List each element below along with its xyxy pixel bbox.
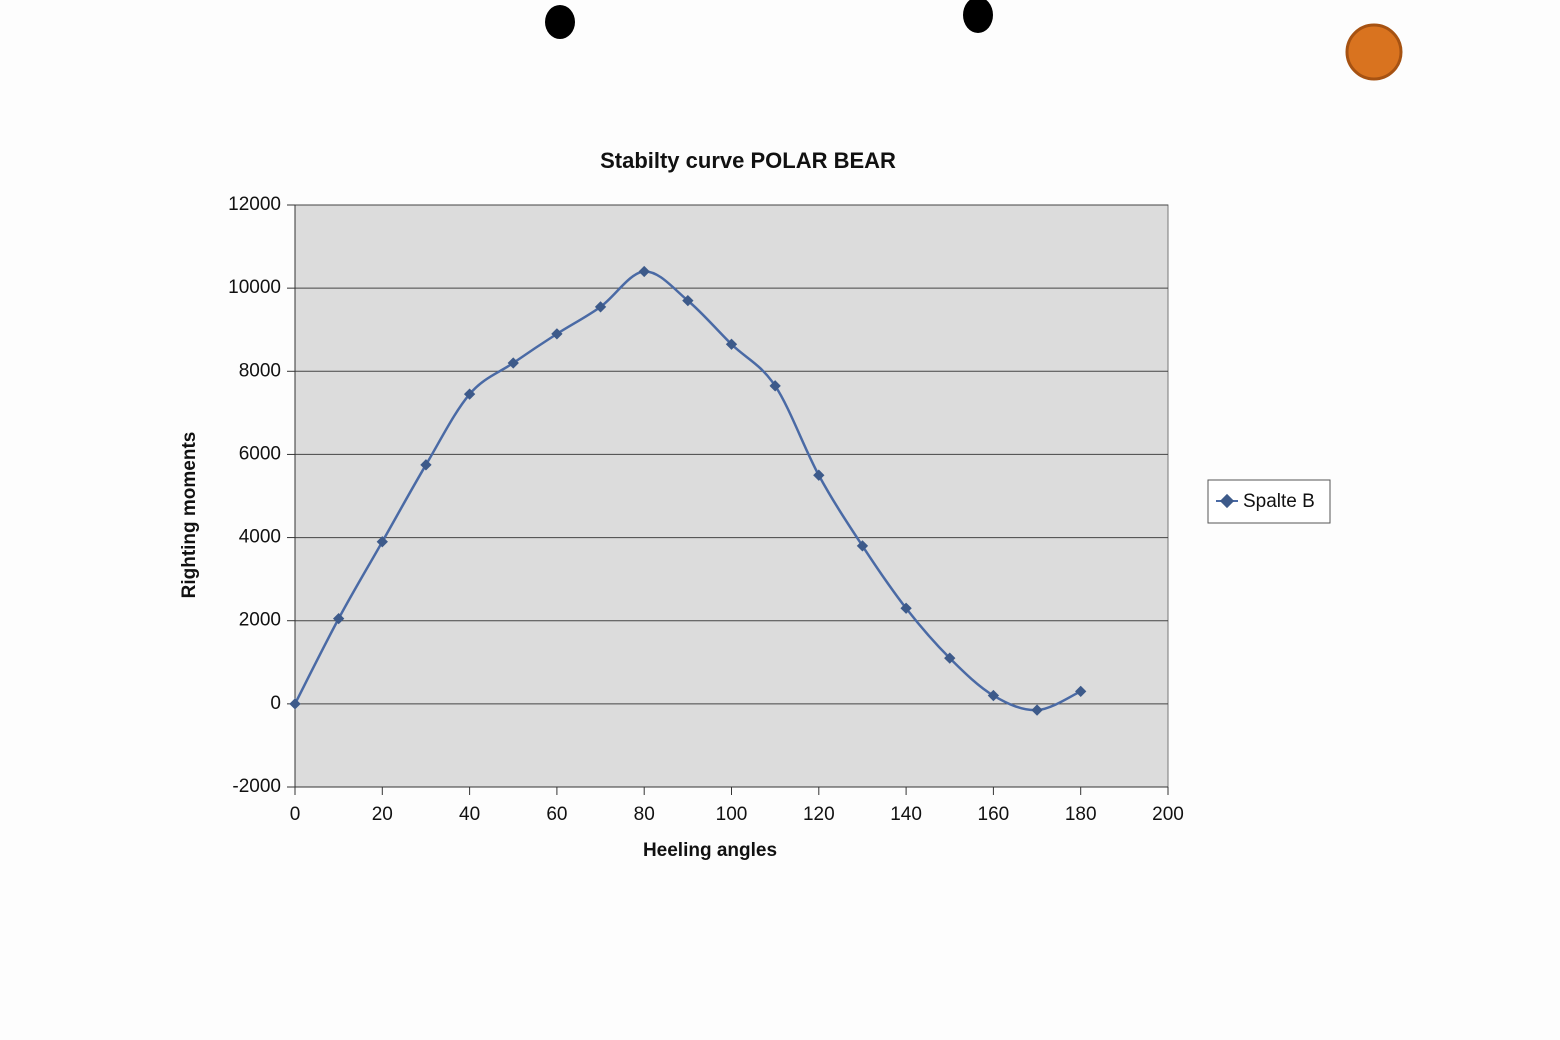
point-marker <box>1031 704 1043 716</box>
point-marker <box>944 652 956 664</box>
y-tick-label: -2000 <box>232 776 281 797</box>
point-marker <box>463 388 476 400</box>
x-tick-label: 120 <box>803 804 835 825</box>
y-tick-label: 10000 <box>228 277 281 298</box>
x-tick-label: 180 <box>1065 804 1097 825</box>
point-marker <box>813 469 825 481</box>
point-marker <box>856 540 869 552</box>
y-tick-label: 0 <box>270 693 281 714</box>
point-marker <box>420 459 432 471</box>
point-marker <box>332 612 345 625</box>
legend-marker <box>1219 493 1235 509</box>
point-marker <box>900 602 912 614</box>
x-tick-label: 140 <box>890 804 922 825</box>
punch-hole <box>963 0 993 33</box>
point-marker <box>725 338 738 350</box>
x-tick-label: 60 <box>546 804 567 825</box>
x-tick-label: 40 <box>459 804 480 825</box>
point-marker <box>1075 685 1087 698</box>
point-marker <box>638 265 650 278</box>
plot-area <box>294 204 1169 788</box>
y-tick-label: 8000 <box>239 360 281 381</box>
punch-hole <box>545 5 575 39</box>
logo <box>1345 23 1403 81</box>
chart-title: Stabilty curve POLAR BEAR <box>600 148 896 173</box>
y-tick-label: 4000 <box>239 527 281 548</box>
point-marker <box>551 328 563 340</box>
point-marker <box>507 357 519 369</box>
x-tick-label: 0 <box>290 804 301 825</box>
x-tick-label: 20 <box>372 804 393 825</box>
y-axis-label: Righting moments <box>179 432 200 599</box>
x-tick-label: 200 <box>1152 804 1184 825</box>
x-tick-label: 80 <box>634 804 655 825</box>
point-marker <box>376 536 388 548</box>
legend-label: Spalte B <box>1243 491 1315 512</box>
point-marker <box>289 698 301 710</box>
x-tick-label: 160 <box>978 804 1010 825</box>
y-tick-label: 6000 <box>239 443 281 464</box>
y-tick-label: 12000 <box>228 194 281 215</box>
x-axis-label: Heeling angles <box>643 840 777 861</box>
point-marker <box>987 689 1000 702</box>
point-marker <box>769 380 781 392</box>
x-tick-label: 100 <box>716 804 748 825</box>
point-marker <box>594 301 607 313</box>
point-marker <box>682 294 694 307</box>
y-tick-label: 2000 <box>239 610 281 631</box>
